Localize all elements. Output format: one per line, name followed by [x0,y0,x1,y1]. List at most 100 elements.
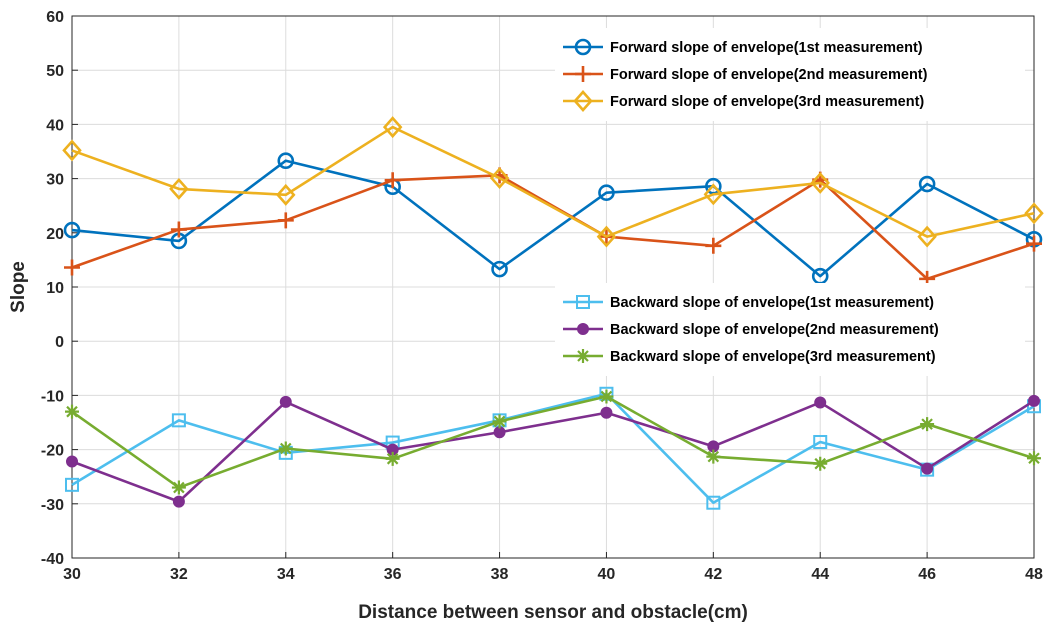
marker-dot-shape [1028,394,1040,407]
marker-square-shape [65,477,79,492]
marker-square-shape [576,295,590,309]
legend-item: Backward slope of envelope(2nd measureme… [563,322,939,338]
y-tick-label: 10 [46,280,64,297]
marker-diamond-shape [382,116,403,139]
data-point [810,171,830,194]
marker-diamond-shape [917,225,937,248]
series-line [71,399,1035,503]
data-point [1027,451,1041,466]
data-point [813,435,828,450]
legend-label: Forward slope of envelope(3rd measuremen… [610,94,924,110]
marker-asterisk-shape [706,449,721,464]
marker-dot-shape [172,495,185,508]
marker-circle-shape [918,175,936,193]
data-point [172,495,185,508]
marker-asterisk-shape [599,389,614,404]
data-point [278,441,293,456]
data-point [279,395,292,408]
legend-forward: Forward slope of envelope(1st measuremen… [555,28,1025,121]
marker-square-shape [171,413,186,428]
marker-dot-shape [921,462,934,475]
y-tick-label: -30 [41,497,64,514]
data-point [65,477,79,492]
marker-plus-shape [384,172,401,189]
x-tick-label: 48 [1025,566,1043,583]
legend-marker [573,90,593,112]
data-point [63,221,81,239]
x-tick-label: 42 [704,566,722,583]
legend-label: Forward slope of envelope(2nd measuremen… [610,67,928,83]
data-point [62,139,82,162]
marker-asterisk-shape [278,441,293,456]
marker-circle-shape [574,38,592,56]
marker-asterisk-shape [576,349,590,363]
data-point [65,404,79,419]
legend-backward: Backward slope of envelope(1st measureme… [555,283,1025,376]
legend-label: Backward slope of envelope(2nd measureme… [610,322,939,338]
marker-dot-shape [66,455,78,468]
series-lines [62,116,1044,510]
y-tick-label: 30 [46,172,64,189]
x-tick-label: 38 [491,566,509,583]
data-point [385,451,400,466]
data-point [277,152,295,170]
marker-dot-shape [577,323,589,335]
data-point [703,183,724,206]
x-tick-label: 44 [811,566,829,583]
marker-diamond-shape [489,167,510,190]
data-point [64,259,80,276]
x-tick-label: 36 [384,566,402,583]
x-tick-label: 32 [170,566,188,583]
y-tick-label: -40 [41,551,64,568]
data-point [491,260,508,278]
series-line [71,392,1035,505]
data-point [706,495,721,510]
marker-diamond-shape [703,183,724,206]
data-point [1026,235,1042,252]
marker-diamond-shape [596,225,617,248]
legend-label: Backward slope of envelope(3rd measureme… [610,349,936,365]
marker-plus-shape [705,237,722,254]
legend-marker [577,323,589,335]
legend-item: Forward slope of envelope(3rd measuremen… [563,90,924,112]
marker-diamond-shape [1024,202,1044,225]
legend-item: Backward slope of envelope(1st measureme… [563,295,934,311]
y-tick-label: -20 [41,443,64,460]
marker-plus-shape [575,66,591,82]
series-line [71,395,1035,489]
data-point [170,221,187,238]
legend-box [555,283,1025,376]
y-tick-label: 20 [46,226,64,243]
legend-marker [574,38,592,56]
data-point [918,175,936,193]
y-tick-label: 0 [55,334,64,351]
marker-asterisk-shape [813,456,828,471]
data-point [920,417,935,432]
legend-marker [575,66,591,82]
series-5 [66,394,1040,508]
y-tick-label: -10 [41,388,64,405]
data-point [921,462,934,475]
marker-plus-shape [277,212,294,229]
marker-plus-shape [64,259,80,276]
y-tick-label: 60 [46,9,64,26]
data-point [814,396,827,409]
marker-diamond-shape [276,183,296,206]
data-point [705,237,722,254]
data-point [169,177,189,200]
marker-asterisk-shape [171,480,186,495]
data-point [276,183,296,206]
marker-diamond-shape [810,171,830,194]
x-tick-label: 46 [918,566,936,583]
legend-label: Forward slope of envelope(1st measuremen… [610,40,923,56]
marker-circle-shape [63,221,81,239]
marker-asterisk-shape [920,417,935,432]
marker-plus-shape [1026,235,1042,252]
legend-marker [576,295,590,309]
y-tick-label: 40 [46,117,64,134]
tick-labels: 30 32 34 36 38 40 42 44 46 48 60 50 40 30 20 10 0 -10 -20 -… [41,9,1043,583]
marker-circle-shape [811,267,829,285]
data-point [598,184,615,201]
data-point [917,225,937,248]
